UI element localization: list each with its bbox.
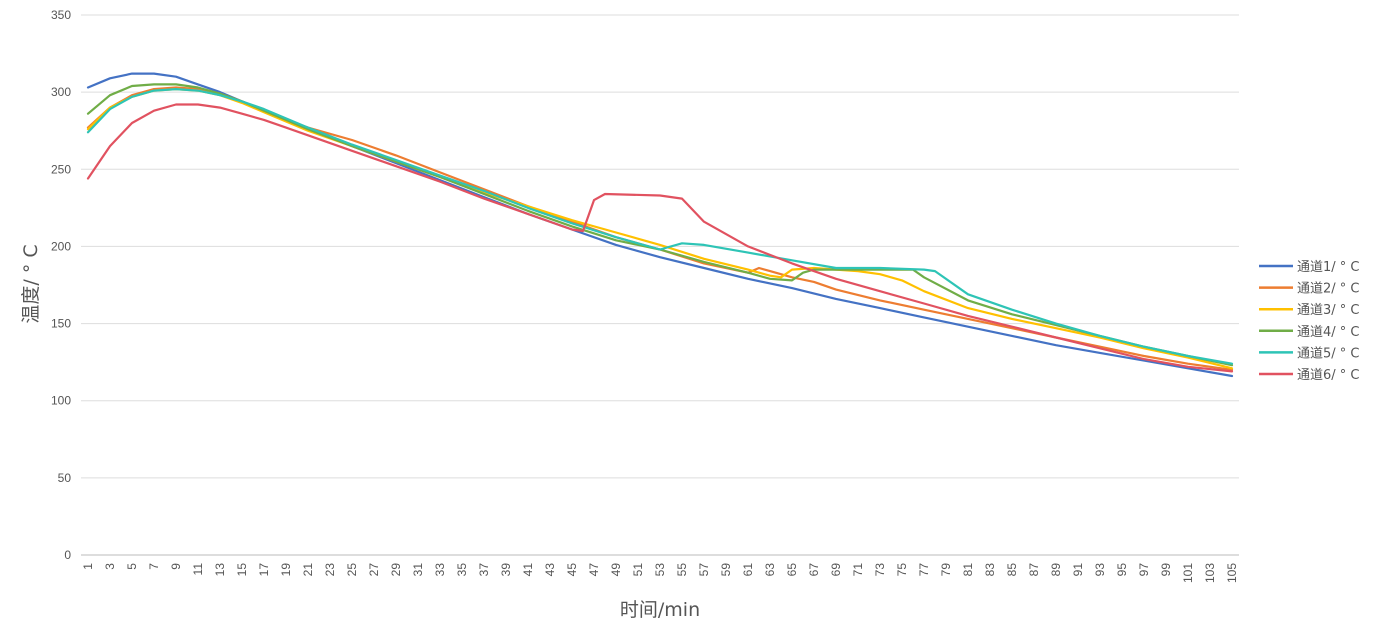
x-tick-label: 13 [213,563,227,577]
x-tick-label: 85 [1005,563,1019,577]
x-tick-label: 21 [301,563,315,577]
x-tick-label: 65 [785,563,799,577]
x-tick-label: 37 [477,563,491,577]
x-axis-title: 时间/min [620,599,700,621]
legend-label: 通道4/ ° C [1297,325,1360,340]
legend-item: 通道6/ ° C [1259,368,1360,383]
x-tick-label: 95 [1115,563,1129,577]
x-tick-label: 87 [1027,563,1041,577]
x-tick-label: 17 [257,563,271,577]
x-tick-label: 5 [125,563,139,570]
legend-label: 通道1/ ° C [1297,260,1360,275]
x-tick-label: 11 [191,563,205,576]
y-tick-label: 0 [64,548,71,562]
x-tick-label: 53 [653,563,667,577]
x-tick-label: 89 [1049,563,1063,577]
series-line-2 [86,86,1234,371]
x-tick-label: 43 [543,563,557,577]
y-tick-label: 50 [58,471,72,485]
x-tick-label: 25 [345,563,359,577]
x-tick-label: 1 [81,563,95,570]
x-tick-label: 7 [147,563,161,570]
x-tick-label: 49 [609,563,623,577]
legend-item: 通道2/ ° C [1259,282,1360,297]
x-tick-label: 15 [235,563,249,577]
x-tick-label: 67 [807,563,821,577]
x-tick-label: 31 [411,563,425,577]
x-tick-label: 75 [895,563,909,577]
x-tick-label: 79 [939,563,953,577]
x-tick-label: 73 [873,563,887,577]
x-tick-label: 41 [521,563,535,577]
x-tick-label: 19 [279,563,293,577]
legend-item: 通道3/ ° C [1259,303,1360,318]
legend-label: 通道6/ ° C [1297,368,1360,383]
legend: 通道1/ ° C 通道2/ ° C 通道3/ ° C 通道4/ ° C 通道5/ ° C… [1259,260,1360,383]
legend-label: 通道3/ ° C [1297,303,1360,318]
x-tick-label: 61 [741,563,755,577]
y-tick-label: 200 [51,239,71,253]
y-tick-label: 150 [51,317,71,331]
grid-lines [81,14,1239,479]
x-tick-label: 91 [1071,563,1085,577]
x-tick-label: 63 [763,563,777,577]
x-tick-label: 55 [675,563,689,577]
series-line-6 [86,103,1234,373]
x-tick-label: 97 [1137,563,1151,577]
x-axis-tick-labels: 1 3 5 7 9 11 13 15 17 19 21 23 25 27 29 31 33 35 37 39 41 43 4… [81,563,1239,583]
series-lines [86,72,1234,378]
y-tick-label: 300 [51,85,71,99]
x-tick-label: 51 [631,563,645,577]
x-tick-label: 103 [1203,563,1217,583]
series-line-5 [86,87,1234,365]
series-line-4 [86,83,1234,367]
legend-item: 通道1/ ° C [1259,260,1360,275]
x-tick-label: 99 [1159,563,1173,577]
x-tick-label: 105 [1225,563,1239,583]
x-tick-label: 57 [697,563,711,577]
x-tick-label: 27 [367,563,381,577]
legend-label: 通道5/ ° C [1297,346,1360,361]
x-tick-label: 69 [829,563,843,577]
y-tick-label: 100 [51,394,71,408]
x-tick-label: 39 [499,563,513,577]
y-axis-title: 温度/ ° C [20,244,42,323]
y-tick-label: 250 [51,162,71,176]
x-tick-label: 29 [389,563,403,577]
x-tick-label: 81 [961,563,975,577]
x-tick-label: 45 [565,563,579,577]
y-axis-tick-labels: 0 50 100 150 200 250 300 350 [51,8,71,562]
x-tick-label: 83 [983,563,997,577]
legend-item: 通道5/ ° C [1259,346,1360,361]
x-tick-label: 9 [169,563,183,570]
x-tick-label: 71 [851,563,865,577]
legend-item: 通道4/ ° C [1259,325,1360,340]
x-tick-label: 47 [587,563,601,577]
y-tick-label: 350 [51,8,71,22]
x-tick-label: 35 [455,563,469,577]
x-tick-label: 59 [719,563,733,577]
x-tick-label: 77 [917,563,931,577]
x-tick-label: 33 [433,563,447,577]
x-tick-label: 93 [1093,563,1107,577]
x-tick-label: 101 [1181,563,1195,583]
x-tick-label: 3 [103,563,117,570]
x-tick-label: 23 [323,563,337,577]
legend-label: 通道2/ ° C [1297,282,1360,297]
